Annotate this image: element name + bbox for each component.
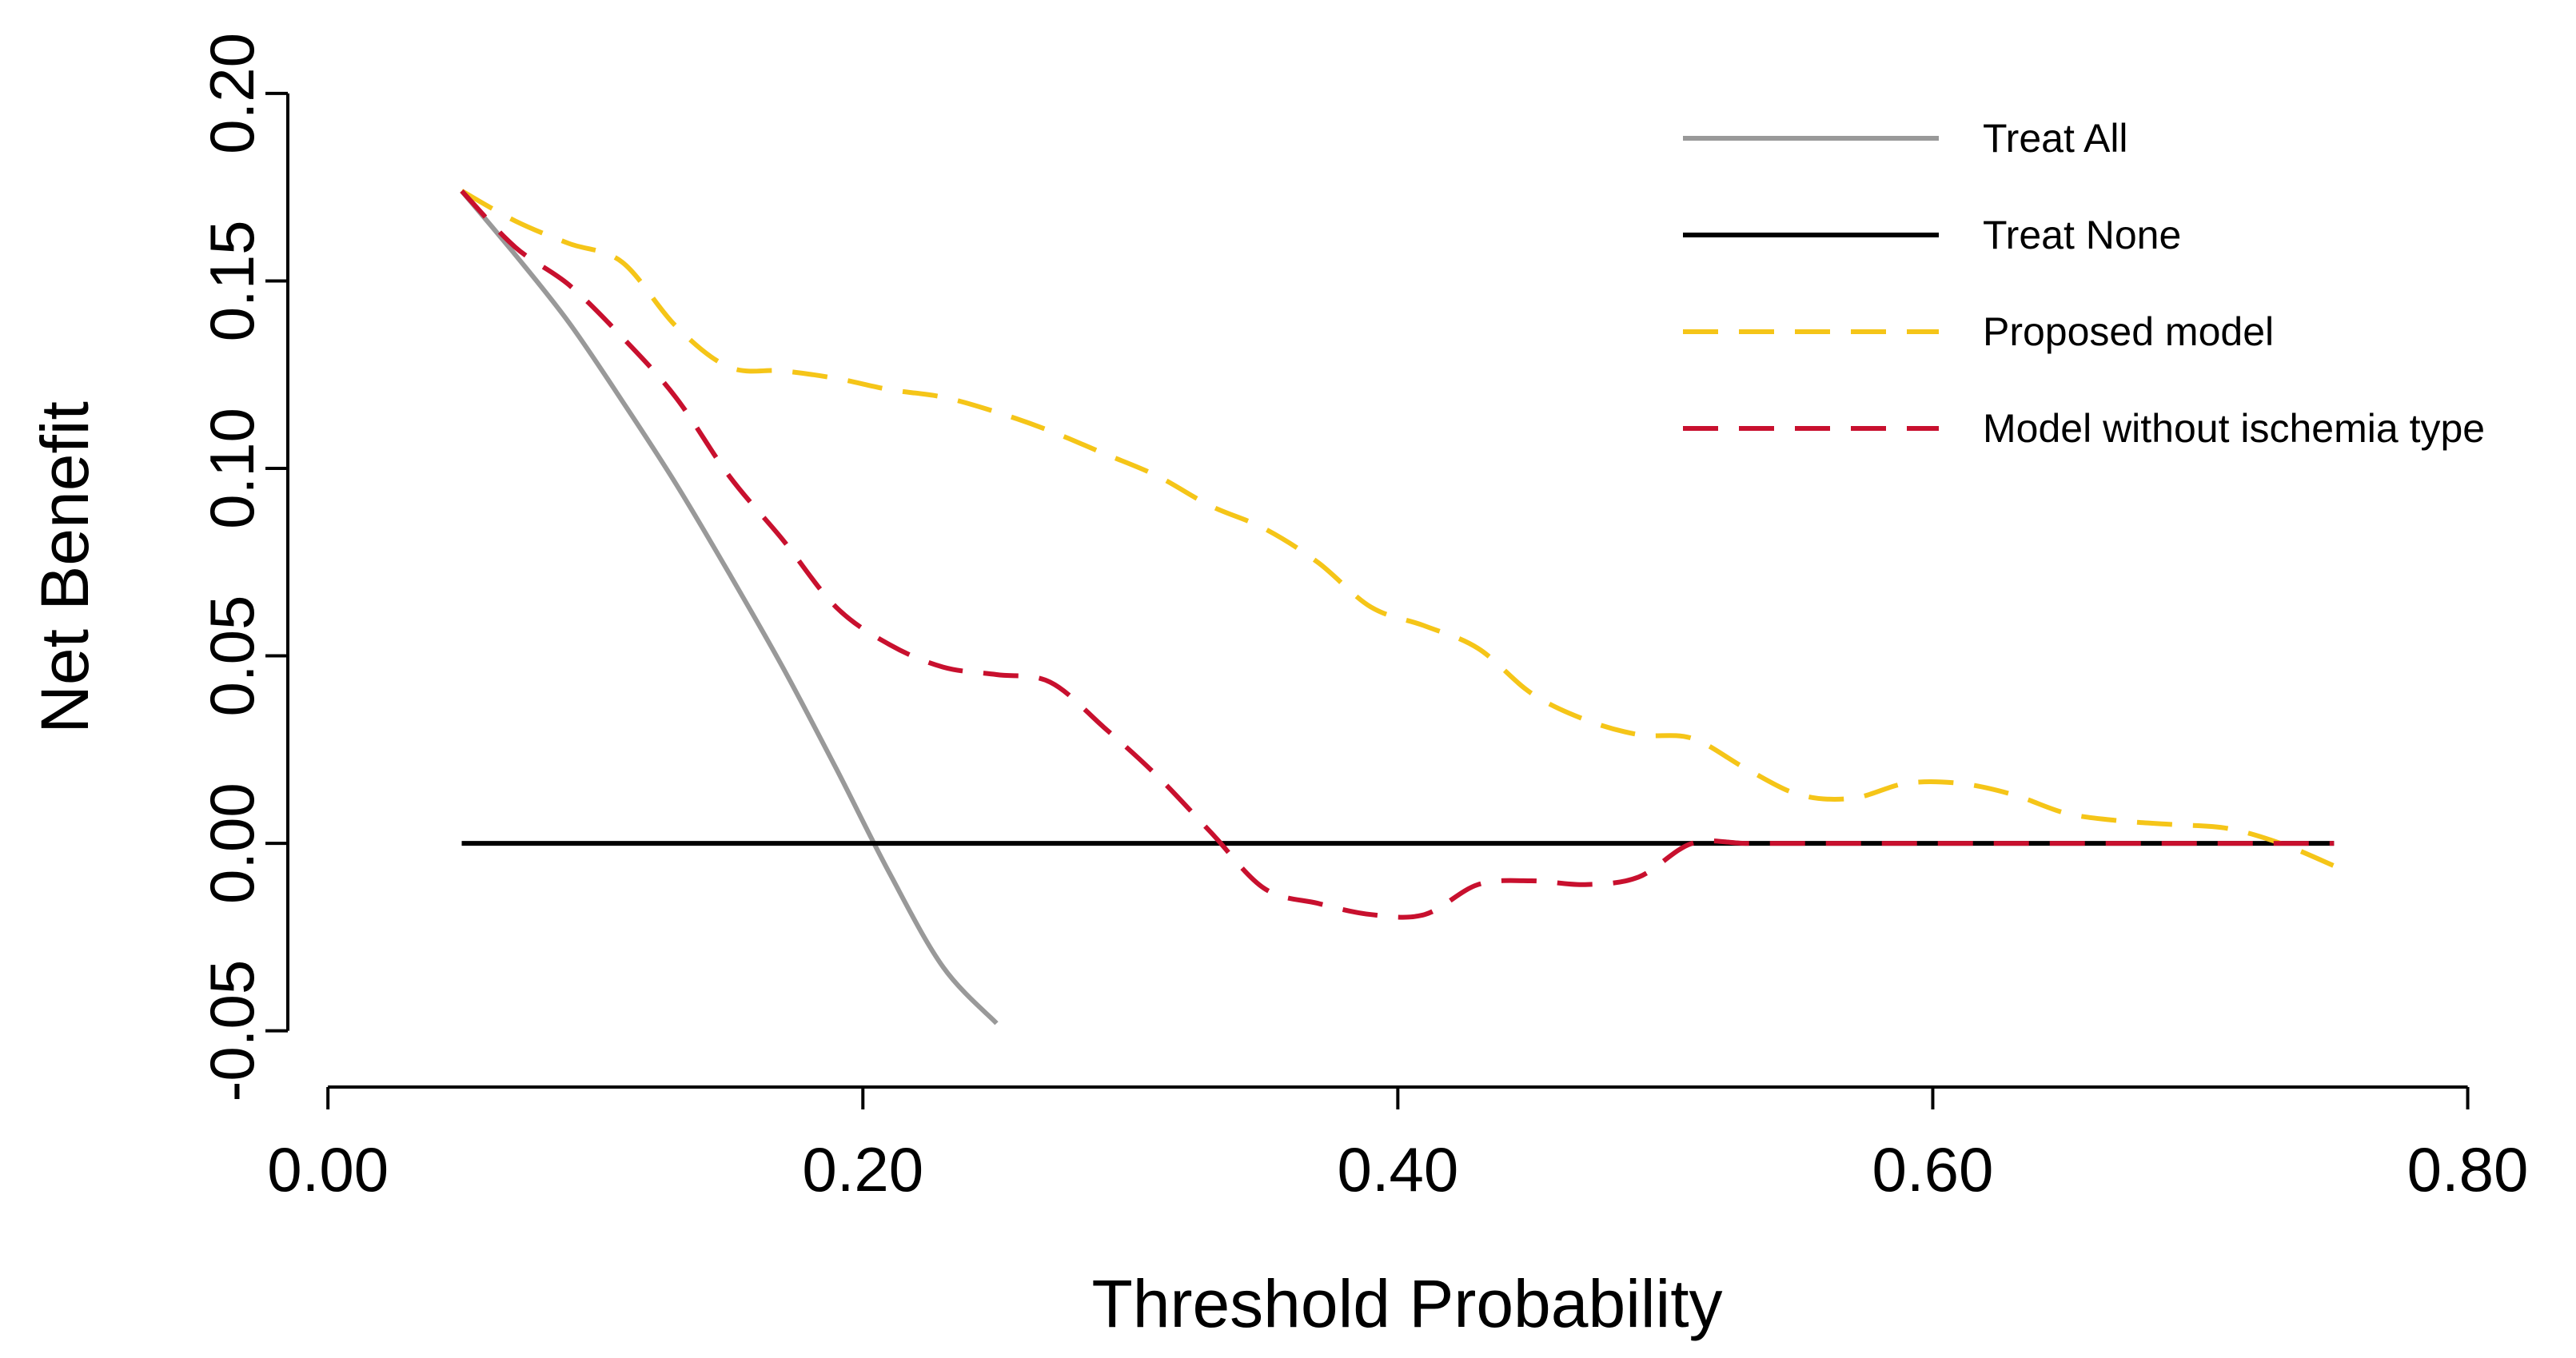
x-axis-title: Threshold Probability [1091,1266,1722,1341]
legend-label-proposed-model: Proposed model [1983,309,2274,354]
x-tick-label: 0.60 [1872,1134,1994,1205]
y-tick-label: -0.05 [197,960,267,1102]
y-tick-label: 0.05 [197,595,267,717]
axes-layer: 0.00 0.20 0.40 0.60 0.80-0.050.000.050.100.1… [197,33,2528,1205]
legend-label-treat-all: Treat All [1983,116,2128,161]
x-tick-label: 0.40 [1337,1134,1458,1205]
y-tick-label: 0.15 [197,221,267,342]
series-line-treat-all [460,189,999,1025]
series-line-proposed-model [461,189,2335,868]
y-tick-label: 0.20 [197,33,267,154]
legend-label-treat-none: Treat None [1983,213,2181,257]
y-axis-title: Net Benefit [27,401,102,734]
legend: Treat All Treat None Proposed model Model w… [1683,116,2485,451]
x-tick-label: 0.00 [267,1134,389,1205]
y-tick-label: 0.10 [197,408,267,529]
x-tick-label: 0.80 [2407,1134,2529,1205]
series-layer [460,189,2335,1025]
series-line-model-without-ischemia-type [460,189,2335,920]
y-tick-label: 0.00 [197,783,267,904]
legend-label-model-without-ischemia-type: Model without ischemia type [1983,406,2485,451]
x-tick-label: 0.20 [802,1134,923,1205]
